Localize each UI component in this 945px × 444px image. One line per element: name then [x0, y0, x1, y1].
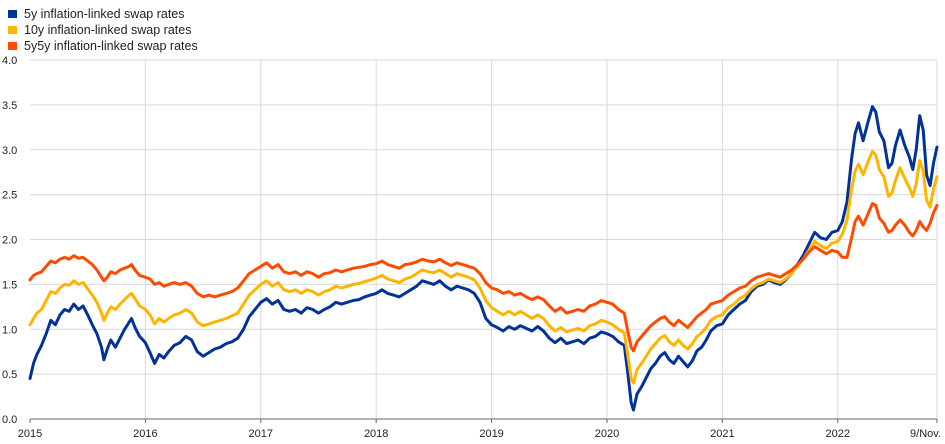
legend-label-1: 5y inflation-linked swap rates: [24, 7, 185, 21]
x-tick-label: 2021: [710, 428, 734, 440]
y-tick-label: 2.5: [2, 190, 17, 202]
legend-swatch-3: [8, 42, 17, 50]
x-tick-label: 2020: [595, 428, 619, 440]
x-tick-label: 2018: [364, 428, 388, 440]
series-line-2: [28, 150, 939, 385]
x-tick-label: 9/Nov.: [910, 428, 941, 440]
legend-swatch-2: [8, 26, 17, 34]
y-tick-label: 1.0: [2, 324, 17, 336]
y-tick-label: 0.5: [2, 369, 17, 381]
x-tick-label: 2017: [249, 428, 273, 440]
gridlines: [30, 59, 938, 419]
x-tick-label: 2016: [133, 428, 157, 440]
y-tick-label: 3.5: [2, 100, 17, 112]
x-tick-label: 2019: [479, 428, 503, 440]
x-tick-label: 2015: [18, 428, 42, 440]
legend-label-2: 10y inflation-linked swap rates: [24, 23, 191, 37]
y-tick-label: 0.0: [2, 414, 17, 426]
y-tick-label: 1.5: [2, 279, 17, 291]
legend-label-3: 5y5y inflation-linked swap rates: [24, 39, 198, 53]
series-line-1: [28, 105, 939, 412]
series-line-3: [28, 202, 939, 353]
legend-swatch-1: [8, 10, 17, 18]
y-tick-label: 4.0: [2, 55, 17, 67]
legend: 5y inflation-linked swap rates 10y inflat…: [8, 7, 198, 53]
plot-area: [28, 105, 939, 412]
axes: 0.0 0.5 1.0 1.5 2.0 2.5 3.0 3.5 4.0 2015 2016 2017 2…: [2, 55, 941, 440]
y-tick-label: 2.0: [2, 235, 17, 247]
y-tick-label: 3.0: [2, 145, 17, 157]
x-tick-label: 2022: [826, 428, 850, 440]
